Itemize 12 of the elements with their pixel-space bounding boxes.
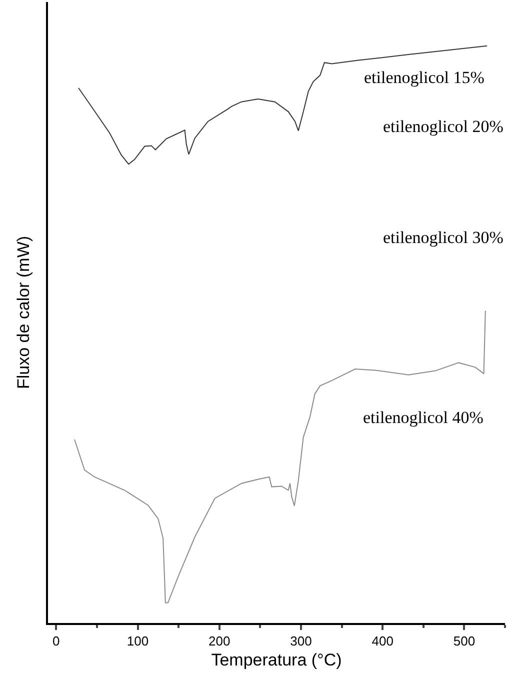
x-tick-label: 200: [208, 634, 230, 649]
x-tick-label: 100: [126, 634, 149, 649]
annotation: etilenoglicol 30%: [383, 228, 504, 247]
series-label: etilenoglicol 15%: [364, 68, 484, 87]
y-axis-title: Fluxo de calor (mW): [14, 236, 34, 390]
x-tick-label: 300: [290, 634, 312, 649]
x-axis-title: Temperatura (°C): [211, 650, 342, 670]
x-tick-label: 0: [52, 634, 60, 649]
text: etilenoglicol 40%: [363, 408, 484, 427]
x-tick-label: 500: [453, 634, 476, 649]
x-tick-label: 400: [372, 634, 394, 649]
annotation: etilenoglicol 20%: [383, 117, 504, 136]
